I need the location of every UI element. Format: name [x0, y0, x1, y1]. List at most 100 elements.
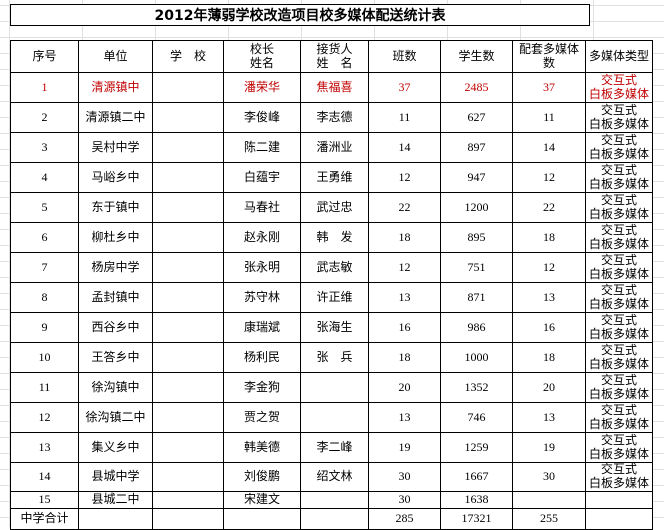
- cell-classes[interactable]: 12: [368, 162, 441, 193]
- cell-receiver[interactable]: 李志德: [300, 102, 369, 133]
- cell-classes[interactable]: 13: [368, 282, 441, 313]
- cell-type[interactable]: 交互式 白板多媒体: [585, 432, 653, 463]
- cell-classes[interactable]: 19: [368, 432, 441, 463]
- cell-media[interactable]: 14: [512, 132, 586, 163]
- cell-classes[interactable]: 18: [368, 222, 441, 253]
- cell-receiver[interactable]: 焦福喜: [300, 72, 369, 103]
- column-header-school[interactable]: 学 校: [152, 40, 224, 73]
- cell-unit[interactable]: 杨房中学: [78, 252, 153, 283]
- cell-type[interactable]: 交互式 白板多媒体: [585, 132, 653, 163]
- cell-media[interactable]: 22: [512, 192, 586, 223]
- cell-receiver[interactable]: 张 兵: [300, 342, 369, 373]
- cell-school[interactable]: [152, 312, 224, 343]
- cell-receiver[interactable]: 武志敏: [300, 252, 369, 283]
- cell-unit[interactable]: [78, 507, 153, 530]
- cell-school[interactable]: [152, 132, 224, 163]
- cell-no[interactable]: 3: [10, 132, 79, 163]
- sheet-title-cell[interactable]: 2012年薄弱学校改造项目校多媒体配送统计表: [10, 4, 590, 26]
- cell-classes[interactable]: 18: [368, 342, 441, 373]
- cell-type[interactable]: 交互式 白板多媒体: [585, 192, 653, 223]
- cell-school[interactable]: [152, 432, 224, 463]
- cell-media[interactable]: 12: [512, 162, 586, 193]
- cell-no[interactable]: 1: [10, 72, 79, 103]
- cell-school[interactable]: [152, 402, 224, 433]
- cell-students[interactable]: 1200: [440, 192, 513, 223]
- cell-type[interactable]: 交互式 白板多媒体: [585, 252, 653, 283]
- cell-receiver[interactable]: 张海生: [300, 312, 369, 343]
- cell-media[interactable]: 13: [512, 282, 586, 313]
- cell-students[interactable]: 1667: [440, 462, 513, 492]
- cell-media[interactable]: 19: [512, 432, 586, 463]
- cell-students[interactable]: 746: [440, 402, 513, 433]
- cell-school[interactable]: [152, 102, 224, 133]
- cell-unit[interactable]: 徐沟镇中: [78, 372, 153, 403]
- cell-receiver[interactable]: 许正维: [300, 282, 369, 313]
- cell-type[interactable]: 交互式 白板多媒体: [585, 372, 653, 403]
- cell-media[interactable]: 37: [512, 72, 586, 103]
- cell-classes[interactable]: 30: [368, 490, 441, 509]
- cell-type[interactable]: 交互式 白板多媒体: [585, 102, 653, 133]
- cell-type[interactable]: [585, 507, 653, 530]
- cell-no[interactable]: 12: [10, 402, 79, 433]
- cell-unit[interactable]: 集义乡中: [78, 432, 153, 463]
- cell-principal[interactable]: 白蕴宇: [223, 162, 301, 193]
- cell-type[interactable]: 交互式 白板多媒体: [585, 462, 653, 492]
- cell-receiver[interactable]: 韩 发: [300, 222, 369, 253]
- cell-principal[interactable]: 贾之贺: [223, 402, 301, 433]
- cell-principal[interactable]: 陈二建: [223, 132, 301, 163]
- cell-type[interactable]: 交互式 白板多媒体: [585, 282, 653, 313]
- cell-students[interactable]: 751: [440, 252, 513, 283]
- cell-receiver[interactable]: 王勇维: [300, 162, 369, 193]
- cell-principal[interactable]: 潘荣华: [223, 72, 301, 103]
- cell-classes[interactable]: 22: [368, 192, 441, 223]
- cell-school[interactable]: [152, 342, 224, 373]
- cell-no[interactable]: 5: [10, 192, 79, 223]
- cell-unit[interactable]: 清源镇二中: [78, 102, 153, 133]
- cell-type[interactable]: 交互式 白板多媒体: [585, 72, 653, 103]
- cell-no[interactable]: 14: [10, 462, 79, 492]
- column-header-unit[interactable]: 单位: [78, 40, 153, 73]
- cell-media[interactable]: [512, 490, 586, 509]
- cell-type[interactable]: 交互式 白板多媒体: [585, 222, 653, 253]
- cell-media[interactable]: 18: [512, 342, 586, 373]
- cell-classes[interactable]: 12: [368, 252, 441, 283]
- cell-unit[interactable]: 县城二中: [78, 490, 153, 509]
- cell-principal[interactable]: 康瑞斌: [223, 312, 301, 343]
- cell-type[interactable]: 交互式 白板多媒体: [585, 162, 653, 193]
- cell-no[interactable]: 15: [10, 490, 79, 509]
- cell-school[interactable]: [152, 222, 224, 253]
- cell-school[interactable]: [152, 282, 224, 313]
- cell-principal[interactable]: 杨利民: [223, 342, 301, 373]
- cell-school[interactable]: [152, 462, 224, 492]
- cell-students[interactable]: 895: [440, 222, 513, 253]
- cell-receiver[interactable]: 李二峰: [300, 432, 369, 463]
- cell-receiver[interactable]: 绍文林: [300, 462, 369, 492]
- cell-no[interactable]: 2: [10, 102, 79, 133]
- cell-unit[interactable]: 东于镇中: [78, 192, 153, 223]
- cell-no[interactable]: 4: [10, 162, 79, 193]
- cell-receiver[interactable]: 武过忠: [300, 192, 369, 223]
- cell-students[interactable]: 2485: [440, 72, 513, 103]
- cell-students[interactable]: 1352: [440, 372, 513, 403]
- cell-no[interactable]: 11: [10, 372, 79, 403]
- cell-classes[interactable]: 20: [368, 372, 441, 403]
- cell-principal[interactable]: 李俊峰: [223, 102, 301, 133]
- cell-school[interactable]: [152, 490, 224, 509]
- cell-principal[interactable]: 刘俊鹏: [223, 462, 301, 492]
- cell-media[interactable]: 20: [512, 372, 586, 403]
- cell-no[interactable]: 9: [10, 312, 79, 343]
- cell-principal[interactable]: 马春社: [223, 192, 301, 223]
- cell-receiver[interactable]: [300, 490, 369, 509]
- cell-classes[interactable]: 13: [368, 402, 441, 433]
- column-header-type[interactable]: 多媒体类型: [585, 40, 653, 73]
- cell-no[interactable]: 6: [10, 222, 79, 253]
- cell-school[interactable]: [152, 162, 224, 193]
- cell-media[interactable]: 16: [512, 312, 586, 343]
- cell-principal[interactable]: 韩美德: [223, 432, 301, 463]
- cell-type[interactable]: [585, 490, 653, 509]
- cell-no[interactable]: 7: [10, 252, 79, 283]
- cell-no[interactable]: 10: [10, 342, 79, 373]
- cell-principal[interactable]: 宋建文: [223, 490, 301, 509]
- cell-type[interactable]: 交互式 白板多媒体: [585, 312, 653, 343]
- cell-students[interactable]: 17321: [440, 507, 513, 530]
